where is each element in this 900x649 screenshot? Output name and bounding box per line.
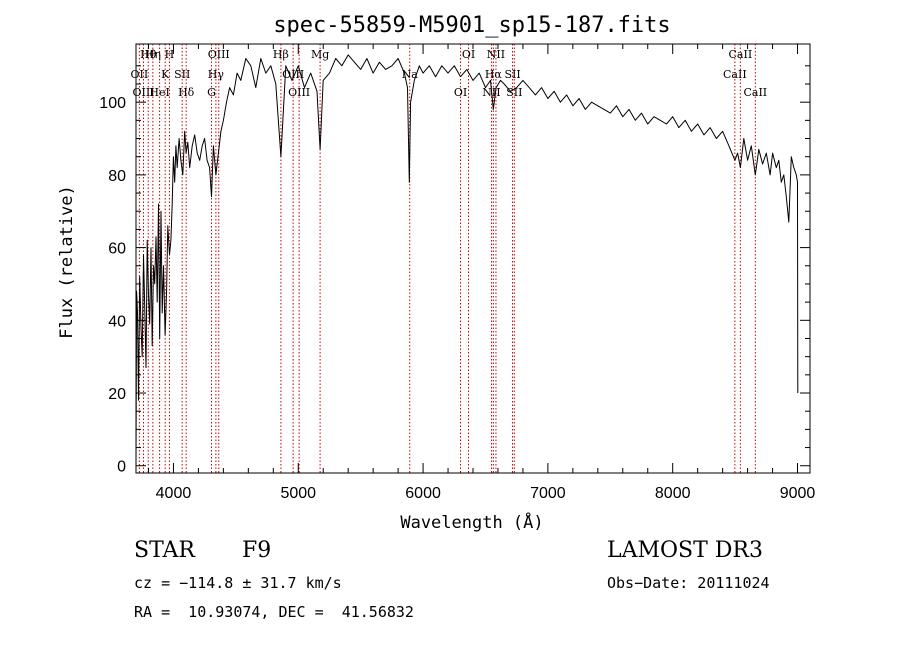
line-marker-label: CaII [723,68,747,81]
line-marker-label: CaII [729,48,753,61]
y-tick-label: 80 [108,168,126,185]
x-tick-label: 5000 [280,485,316,502]
x-axis-ticks: 4000 5000 6000 7000 8000 9000 [147,44,816,502]
redshift-cz: cz = −114.8 ± 31.7 km/s [134,574,342,592]
line-marker-label: H [165,48,175,61]
x-tick-label: 7000 [530,485,566,502]
y-axis-ticks: 0 20 40 60 80 100 [99,65,810,476]
line-marker-label: Hθ [140,48,157,61]
line-marker-label: CaII [743,86,767,99]
line-marker-label: Hδ [178,86,195,99]
line-marker-label: OI [454,86,467,99]
y-axis-label: Flux (relative) [57,185,77,339]
line-marker-label: SII [174,68,190,81]
line-marker-label: Hη [145,48,161,61]
survey-name: LAMOST DR3 [607,538,763,563]
y-tick-label: 100 [99,95,126,112]
line-marker-label: HeI [149,86,169,99]
x-tick-label: 4000 [156,485,192,502]
line-marker-label: Hγ [208,68,225,81]
line-marker-label: OIII [208,48,230,61]
x-tick-label: 6000 [405,485,441,502]
line-marker-labels: HθOIIOIIIHηKHeIHSIIHδOIIIHγGHβOIIIOIIIMg… [131,48,768,99]
object-subclass: F9 [242,538,272,563]
line-marker-label: Mg [311,48,329,61]
line-marker-label: OIII [132,86,154,99]
coordinates: RA = 10.93074, DEC = 41.56832 [134,603,414,621]
line-marker-label: Hα [485,68,503,81]
line-marker-label: K [161,68,170,81]
y-tick-label: 0 [117,459,126,476]
line-marker-label: SII [506,86,522,99]
line-marker-label: Hβ [273,48,289,61]
x-tick-label: 8000 [655,485,691,502]
line-marker-label: NII [487,48,505,61]
line-marker-label: OI [462,48,475,61]
line-marker-label: G [207,86,216,99]
line-marker-label: OII [131,68,149,81]
plot-frame [135,43,811,474]
y-tick-label: 60 [108,241,126,258]
x-tick-label: 9000 [780,485,816,502]
observation-date: Obs−Date: 20111024 [607,574,770,592]
spectrum-series [135,54,799,466]
line-marker-label: Na [402,68,419,81]
object-class: STAR [134,538,195,563]
y-tick-label: 40 [108,313,126,330]
spectrum-line [135,54,799,466]
line-marker-label: SII [504,68,520,81]
line-markers [138,44,756,473]
y-tick-label: 20 [108,386,126,403]
chart-title: spec-55859-M5901_sp15-187.fits [273,13,670,38]
x-axis-label: Wavelength (Å) [400,511,543,533]
line-marker-label: OIII [288,86,310,99]
